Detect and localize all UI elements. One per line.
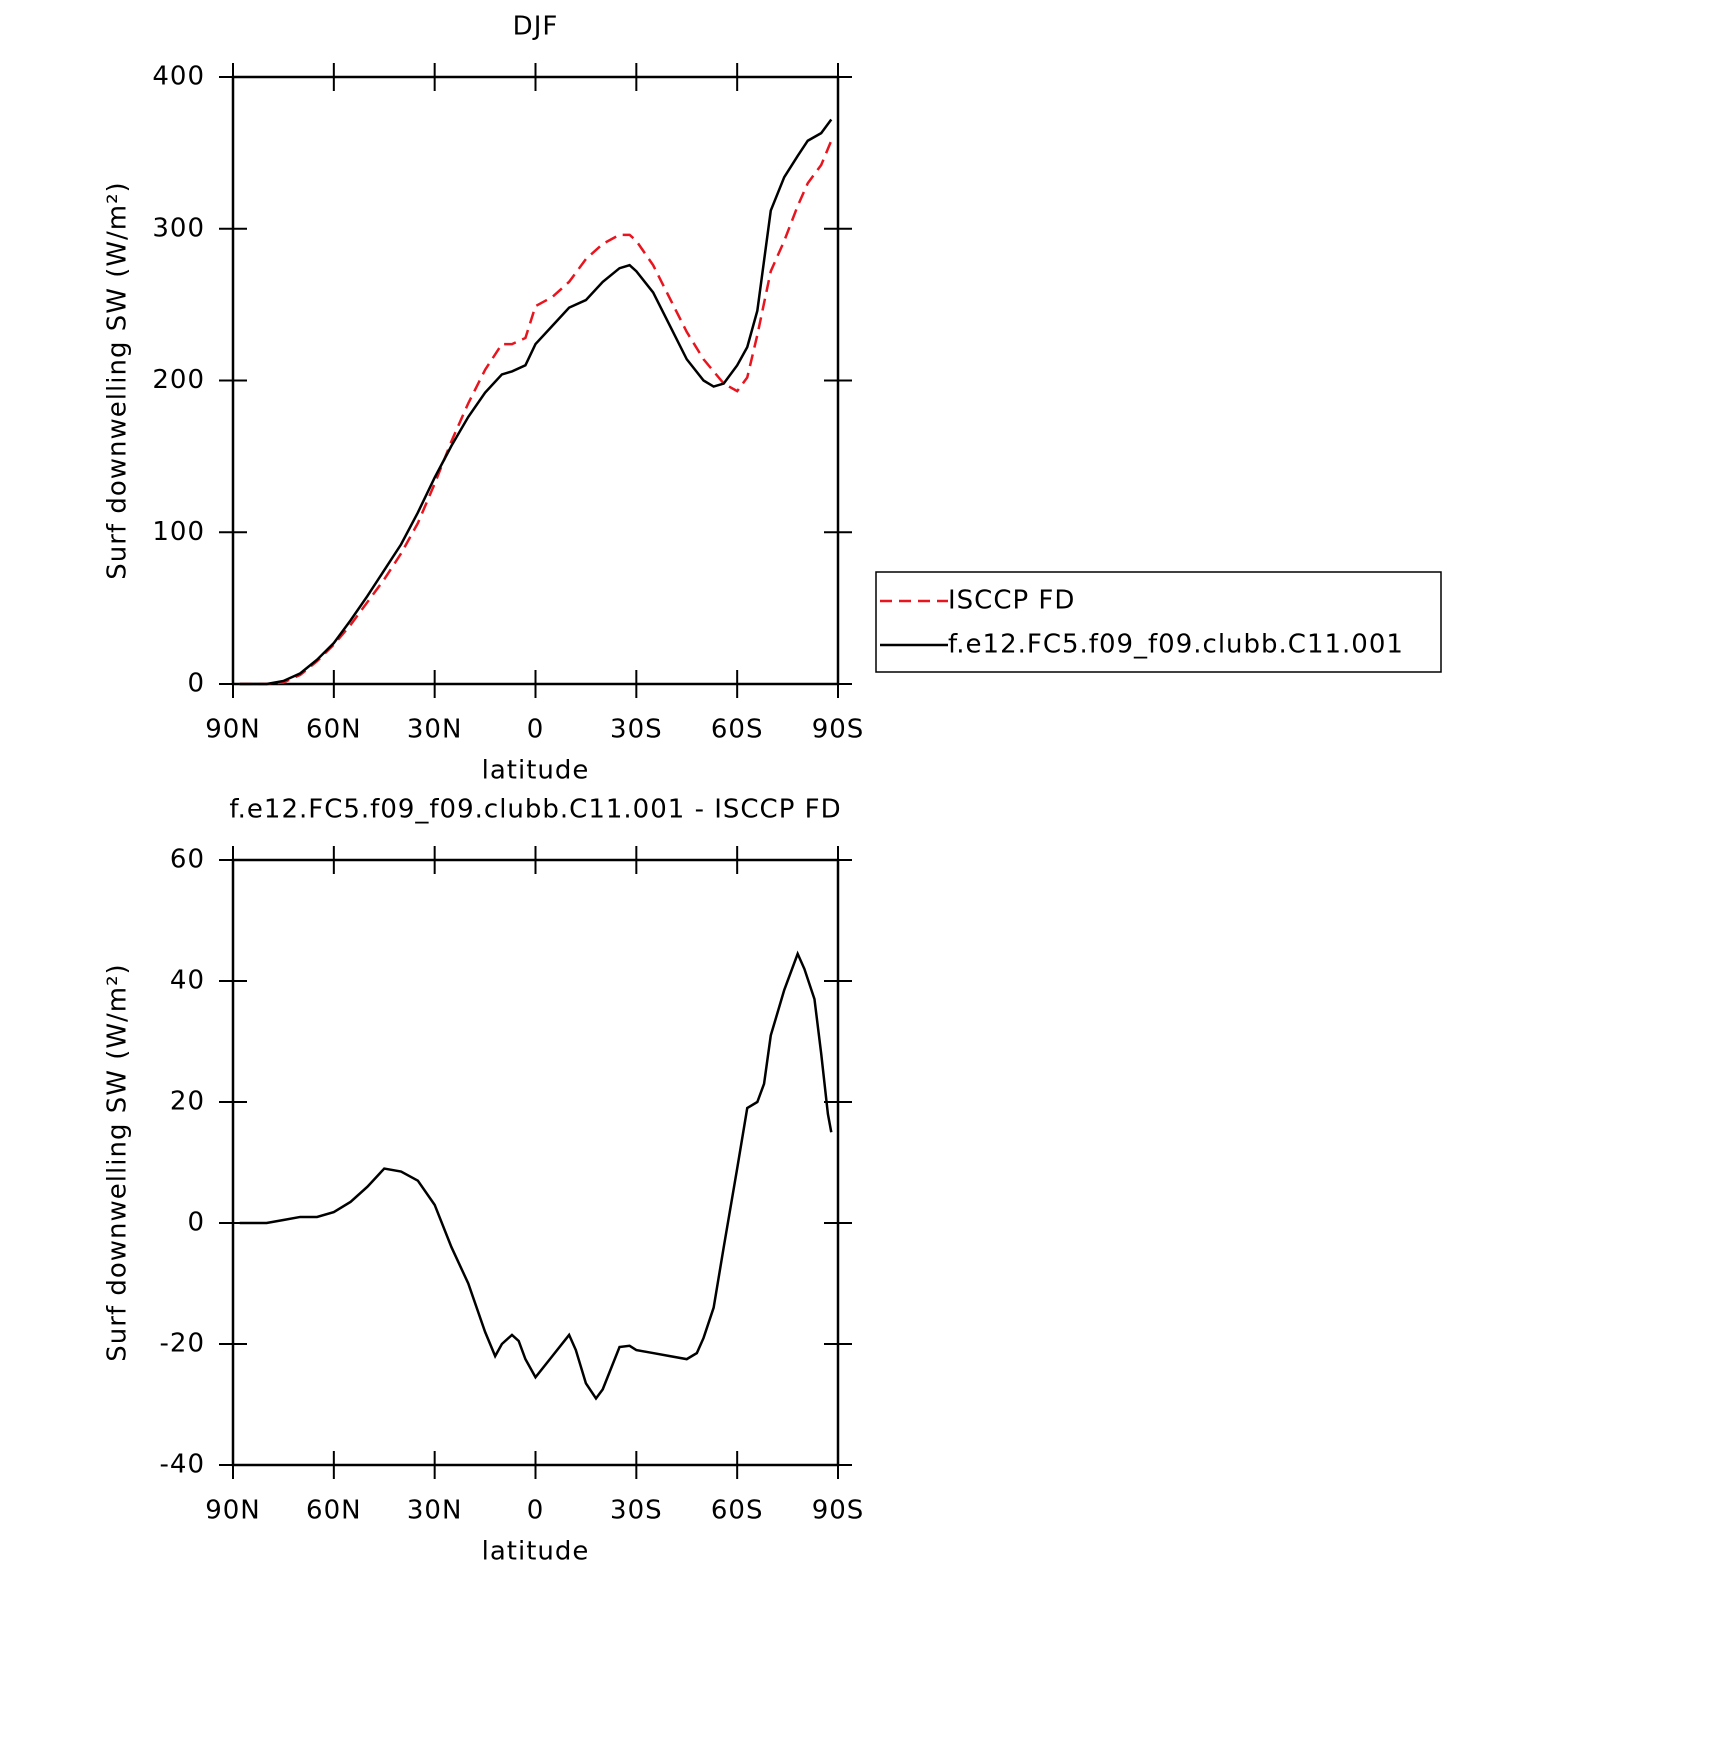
plot-frame: [231, 75, 840, 686]
legend-box: [875, 571, 1442, 673]
x-tick-label: 90S: [812, 1496, 865, 1526]
y-tick-label: 0: [187, 1208, 205, 1238]
x-axis-label: latitude: [482, 1537, 590, 1567]
y-tick-label: -20: [160, 1329, 205, 1359]
legend-label: ISCCP FD: [948, 586, 1075, 616]
x-tick-label: 30S: [610, 1496, 663, 1526]
y-tick-label: 300: [152, 213, 205, 243]
y-tick-label: 0: [187, 669, 205, 699]
x-tick-label: 0: [527, 715, 545, 745]
y-tick-label: 400: [152, 62, 205, 92]
chart-title: f.e12.FC5.f09_f09.clubb.C11.001 - ISCCP …: [229, 795, 841, 825]
y-axis-label: Surf downwelling SW (W/m²): [103, 963, 133, 1361]
x-tick-label: 30N: [407, 1496, 463, 1526]
y-tick-label: 20: [170, 1087, 205, 1117]
y-tick-label: 40: [170, 966, 205, 996]
x-tick-label: 30N: [407, 715, 463, 745]
x-tick-label: 90N: [205, 715, 261, 745]
x-tick-label: 90S: [812, 715, 865, 745]
data-line: [239, 950, 833, 1401]
x-tick-label: 90N: [205, 1496, 261, 1526]
chart-title: DJF: [513, 12, 559, 42]
y-axis-label: Surf downwelling SW (W/m²): [103, 181, 133, 579]
legend-label: f.e12.FC5.f09_f09.clubb.C11.001: [948, 630, 1404, 660]
chart-panel: f.e12.FC5.f09_f09.clubb.C11.001 - ISCCP …: [103, 795, 865, 1567]
y-tick-label: 100: [152, 517, 205, 547]
plot-frame: [231, 858, 840, 1467]
x-tick-label: 60S: [711, 1496, 764, 1526]
x-tick-label: 60S: [711, 715, 764, 745]
y-tick-label: 60: [170, 845, 205, 875]
x-tick-label: 30S: [610, 715, 663, 745]
data-line: [239, 140, 833, 686]
chart-panel: DJF latitude Surf downwelling SW (W/m²) 0 10…: [103, 12, 1442, 786]
y-tick-label: 200: [152, 365, 205, 395]
x-tick-label: 0: [527, 1496, 545, 1526]
data-line: [239, 118, 833, 686]
x-tick-label: 60N: [306, 715, 362, 745]
x-tick-label: 60N: [306, 1496, 362, 1526]
y-tick-label: -40: [160, 1450, 205, 1480]
x-axis-label: latitude: [482, 756, 590, 786]
